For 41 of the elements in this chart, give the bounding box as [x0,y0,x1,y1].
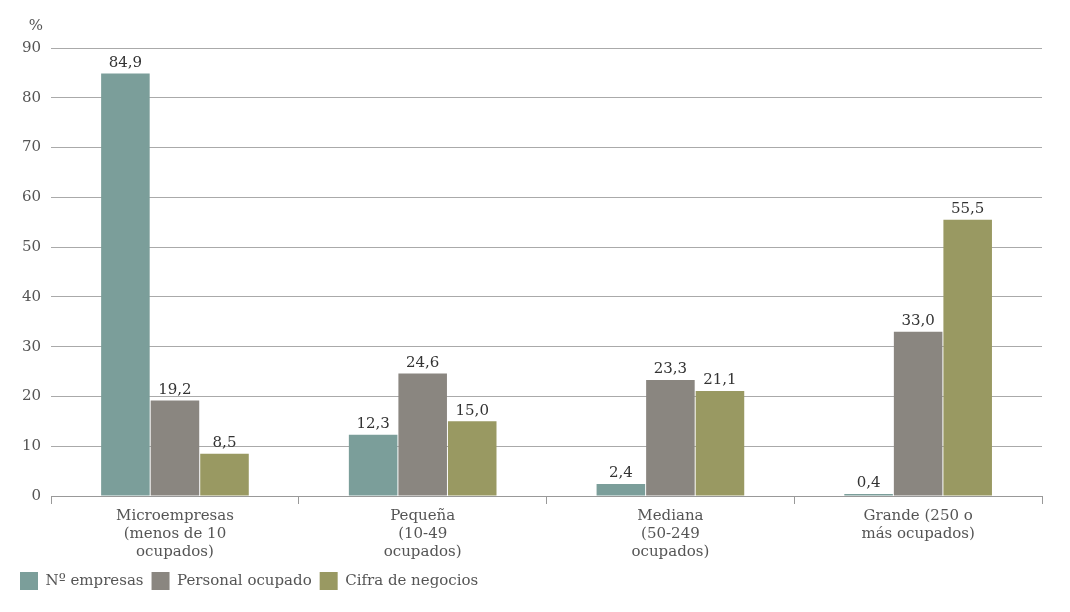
y-tick-label: 80 [21,87,42,106]
data-label: 84,9 [108,52,143,71]
y-tick-label: 50 [21,237,42,255]
x-tick-label: Microempresas (menos de 10 ocupados) [116,505,234,560]
y-axis-title: % [28,16,44,35]
data-label: 0,4 [856,473,881,492]
data-label: 8,5 [212,433,237,452]
data-label: 12,3 [356,414,390,433]
data-label: 33,0 [901,311,935,330]
bar [695,390,745,496]
bar [893,331,943,496]
legend-label: Nº empresas [45,570,144,589]
bar [200,453,249,496]
y-tick-label: 30 [21,336,42,355]
y-tick-label: 20 [21,386,42,405]
x-tick-label: Grande (250 o más ocupados) [861,505,975,542]
bar [398,373,447,496]
y-tick-label: 10 [21,436,42,455]
legend-label: Cifra de negocios [345,570,479,589]
x-tick-label: Pequeña (10-49 ocupados) [383,505,462,560]
legend-label: Personal ocupado [177,570,312,589]
y-tick-label: 70 [21,137,42,156]
y-tick-label: 60 [21,187,42,206]
x-tick-label: Mediana (50-249 ocupados) [631,505,710,560]
data-label: 24,6 [405,352,440,371]
bar [447,421,497,496]
data-label: 55,5 [950,199,985,218]
bar [150,400,200,496]
data-label: 21,1 [703,370,737,389]
y-tick-label: 0 [31,485,42,504]
bar [348,434,398,496]
data-label: 19,2 [158,379,192,398]
bar [646,380,695,496]
bar [943,219,992,496]
data-label: 15,0 [455,400,489,419]
bar [101,73,150,496]
bar [596,484,646,496]
y-tick-label: 90 [21,37,42,56]
y-tick-label: 40 [21,286,42,305]
data-label: 23,3 [653,359,688,378]
data-label: 2,4 [608,463,633,482]
